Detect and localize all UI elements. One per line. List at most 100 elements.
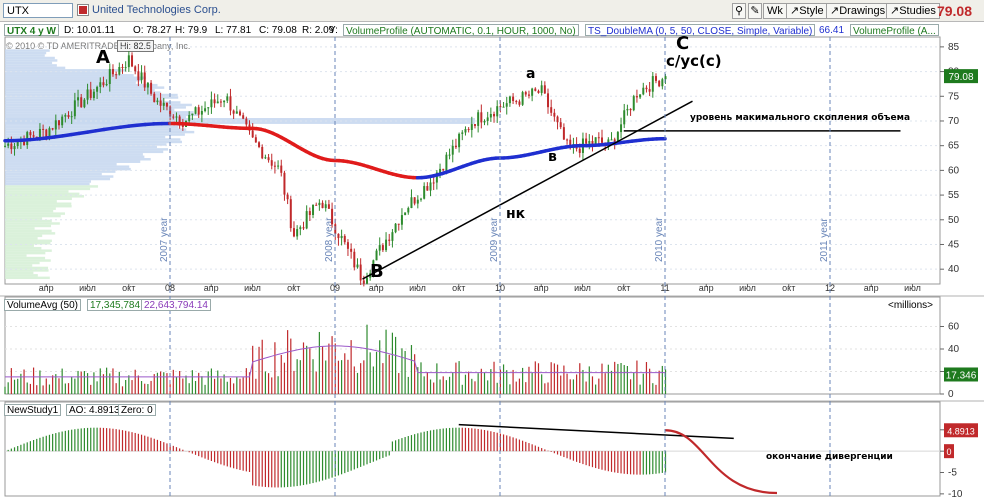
- candle-body: [83, 99, 86, 108]
- candle-body: [4, 145, 6, 147]
- candle-body: [451, 145, 454, 155]
- volume-profile-row: [5, 64, 57, 67]
- year-marker-label: 2010 year: [654, 217, 665, 262]
- candle-body: [616, 132, 619, 144]
- wk-button[interactable]: Wk: [763, 3, 787, 19]
- candle-body: [362, 280, 365, 284]
- candle-body: [477, 112, 480, 126]
- candle-body: [597, 137, 600, 139]
- volume-profile-row: [5, 175, 114, 178]
- link-icon[interactable]: ⚲: [732, 3, 746, 19]
- candle-body: [232, 110, 235, 114]
- x-tick-label: 10: [495, 283, 505, 293]
- year-marker-label: 2011 year: [819, 218, 830, 262]
- studies-button[interactable]: ↗Studies: [886, 3, 940, 19]
- style-button[interactable]: ↗Style: [786, 3, 828, 19]
- volume-tick-label: 0: [948, 389, 954, 400]
- candle-body: [410, 197, 413, 209]
- candle-body: [210, 99, 213, 108]
- volume-profile-row: [5, 254, 27, 257]
- candle-body: [273, 165, 276, 167]
- candle-body: [458, 133, 461, 148]
- volume-profile-row: [5, 78, 142, 82]
- candle-body: [448, 154, 451, 156]
- candle-body: [194, 107, 197, 114]
- candle-body: [439, 168, 442, 173]
- candle-body: [610, 139, 613, 141]
- x-tick-label: 12: [825, 283, 835, 293]
- x-tick-label: июл: [739, 283, 756, 293]
- candle-body: [566, 139, 569, 141]
- x-tick-label: июл: [409, 283, 426, 293]
- volume-profile-row: [5, 244, 34, 247]
- candle-body: [508, 96, 511, 104]
- ao-study-label[interactable]: NewStudy1: [4, 404, 62, 416]
- x-tick-label: июл: [79, 283, 96, 293]
- pencil-icon[interactable]: ✎: [748, 3, 762, 19]
- price-tick-label: 55: [948, 190, 960, 201]
- symbol-input[interactable]: UTX: [3, 3, 73, 18]
- volume-profile-row: [5, 145, 157, 149]
- candle-body: [308, 211, 311, 216]
- candle-body: [299, 227, 302, 230]
- candle-body: [54, 120, 57, 130]
- studies-icon: ↗: [890, 5, 900, 17]
- volume-profile-row: [5, 135, 166, 139]
- study-volume-profile-2[interactable]: VolumeProfile (A...: [850, 24, 939, 37]
- candle-body: [48, 128, 51, 138]
- x-tick-label: июл: [244, 283, 261, 293]
- candle-body: [585, 138, 588, 144]
- candle-body: [258, 142, 261, 147]
- ao-tick-label: -5: [948, 468, 957, 479]
- volume-profile-row: [5, 276, 50, 280]
- volume-profile-row: [5, 185, 99, 188]
- volume-profile-row: [5, 217, 43, 220]
- candle-body: [623, 110, 626, 125]
- volume-profile-row: [5, 106, 186, 109]
- volume-profile-row: [5, 249, 52, 252]
- year-marker-label: 2007 year: [159, 217, 170, 262]
- info-close: C: 79.08: [259, 25, 297, 36]
- x-tick-label: июл: [574, 283, 591, 293]
- volume-profile-row: [5, 187, 91, 191]
- candle-body: [277, 165, 280, 167]
- chart-label[interactable]: UTX 4 y W: [4, 24, 59, 37]
- candle-body: [388, 239, 391, 241]
- volume-profile-row: [5, 143, 167, 146]
- candle-body: [550, 107, 553, 113]
- candle-body: [426, 186, 429, 191]
- volume-profile-row: [5, 269, 49, 272]
- volume-study-label[interactable]: VolumeAvg (50): [4, 299, 81, 311]
- price-tick-label: 75: [948, 91, 960, 102]
- candle-body: [588, 140, 591, 144]
- volume-profile-row: [5, 113, 199, 117]
- candle-body: [312, 204, 315, 216]
- candle-body: [515, 101, 518, 103]
- candle-body: [626, 108, 629, 111]
- study-double-ma[interactable]: TS_DoubleMA (0, 5, 50, CLOSE, Simple, Va…: [585, 24, 816, 37]
- year-marker-label: 2009 year: [489, 217, 500, 262]
- drawings-icon: ↗: [830, 5, 840, 17]
- candle-body: [429, 182, 432, 191]
- volume-profile-row: [5, 101, 181, 104]
- volume-profile-row: [5, 116, 187, 119]
- study-volume-profile[interactable]: VolumeProfile (AUTOMATIC, 0.1, HOUR, 100…: [343, 24, 579, 37]
- candle-body: [489, 113, 492, 118]
- candle-body: [89, 89, 92, 98]
- studies-label: Studies: [899, 5, 936, 17]
- volume-profile-row: [5, 49, 50, 52]
- candle-body: [505, 103, 508, 107]
- volume-profile-row: [5, 83, 158, 87]
- candle-body: [92, 91, 95, 98]
- candle-body: [292, 228, 295, 237]
- candle-body: [442, 168, 445, 171]
- candle-body: [407, 208, 410, 213]
- x-tick-label: 11: [660, 283, 669, 293]
- flag-icon[interactable]: [77, 4, 89, 16]
- candle-body: [591, 140, 594, 144]
- volume-profile-row: [5, 212, 65, 215]
- candle-body: [483, 120, 486, 123]
- candle-body: [594, 137, 597, 144]
- style-label: Style: [799, 5, 824, 17]
